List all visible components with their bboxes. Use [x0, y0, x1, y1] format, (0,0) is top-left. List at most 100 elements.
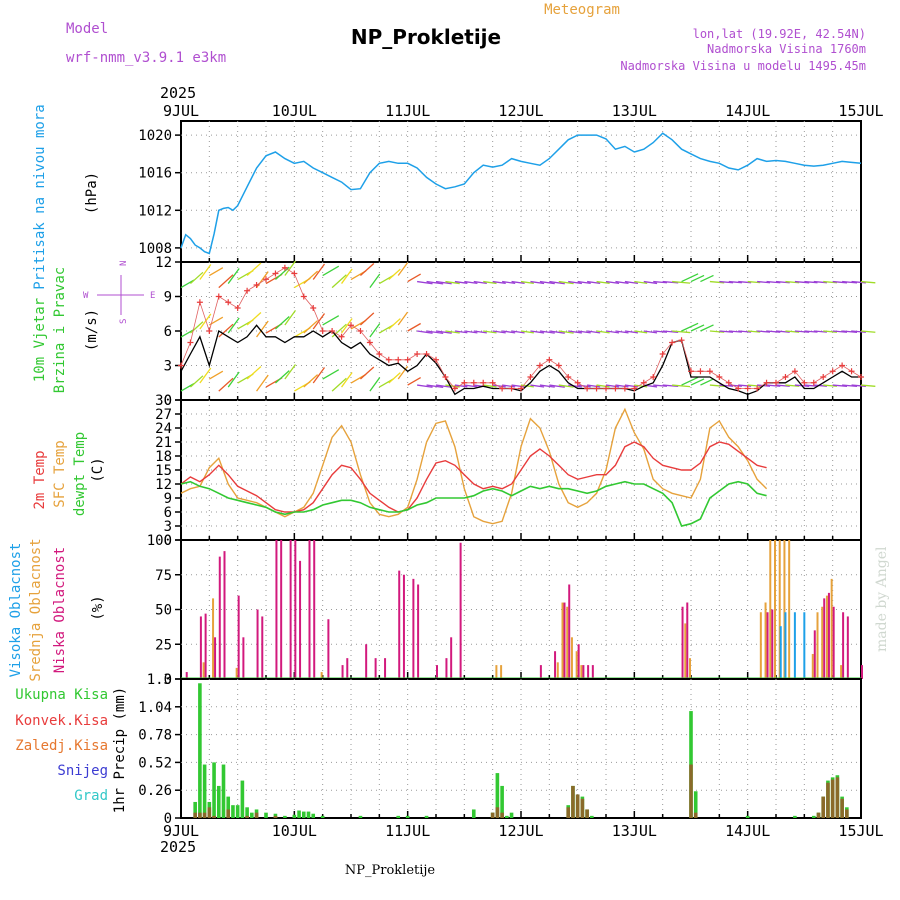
- y-tick-label: 12: [155, 477, 172, 493]
- y-tick-label: 27: [155, 407, 172, 423]
- precip-total-bar: [301, 811, 306, 818]
- wind-arrow: [605, 330, 620, 334]
- y-tick-label: 18: [155, 449, 172, 465]
- wind-arrow: [492, 384, 506, 388]
- wind-arrow: [747, 280, 761, 284]
- wind-gust-point: [754, 385, 761, 392]
- precip-convective-bar: [245, 815, 249, 818]
- precip-total-bar: [793, 815, 797, 818]
- wind-arrow: [445, 330, 460, 334]
- y-tick-label: 1008: [138, 241, 172, 257]
- wind-arrow: [823, 280, 838, 284]
- wind-panel: 0 3 6 9 12: [155, 255, 876, 409]
- y-tick-label: 0.78: [138, 728, 172, 744]
- pressure-ylabel: Pritisak na nivou mora: [32, 104, 48, 289]
- wind-gust-point: [725, 379, 732, 386]
- precip-label-snow: Snijeg: [57, 763, 108, 779]
- wind-gust-point: [763, 379, 770, 386]
- wind-arrow: [312, 367, 326, 384]
- wind-arrow: [672, 280, 691, 284]
- precip-convective-bar: [845, 809, 849, 818]
- wind-arrow: [728, 384, 742, 387]
- wind-arrow: [322, 265, 340, 277]
- precip-total-bar: [405, 815, 410, 818]
- wind-arrow: [690, 378, 705, 386]
- wind-arrow: [303, 270, 319, 285]
- wind-arrow: [605, 280, 620, 285]
- wind-gust-point: [489, 379, 496, 386]
- wind-arrow: [785, 384, 800, 387]
- wind-arrow: [747, 330, 761, 333]
- wind-arrow: [851, 384, 866, 387]
- wind-gust-point: [536, 362, 543, 369]
- wind-arrow: [615, 280, 629, 285]
- wind-gust-point: [395, 356, 402, 363]
- wind-arrow: [568, 384, 582, 388]
- wind-arrow: [426, 330, 444, 334]
- wind-arrow: [435, 330, 452, 334]
- precip-total-bar: [811, 815, 816, 818]
- cloud-ylabel-low: Niska Oblacnost: [52, 547, 68, 673]
- wind-arrow: [775, 330, 790, 333]
- y-tick-label: 15: [155, 463, 172, 479]
- wind-arrow: [435, 280, 452, 285]
- y-tick-label: 6: [164, 324, 172, 340]
- wind-gust-point: [357, 328, 364, 334]
- wind-arrow: [426, 384, 444, 389]
- wind-arrow: [492, 280, 506, 285]
- wind-arrow: [530, 330, 545, 334]
- wind-gust-point: [366, 339, 373, 346]
- wind-ylabel2: Brzina i Pravac: [52, 267, 68, 393]
- wind-gust-point: [225, 299, 232, 306]
- temp-ylabel-dewpt: dewpt Temp: [72, 432, 88, 516]
- wind-arrow: [672, 330, 691, 334]
- precip-total-bar: [231, 805, 235, 818]
- model-elevation-text: Nadmorska Visina u modelu 1495.45m: [620, 59, 866, 73]
- wind-arrow: [643, 280, 658, 285]
- wind-arrow: [209, 370, 224, 380]
- wind-arrow: [785, 280, 800, 284]
- wind-arrow: [417, 384, 433, 388]
- wind-arrow: [568, 280, 582, 285]
- wind-arrow: [284, 260, 296, 276]
- wind-gust-point: [631, 385, 638, 392]
- wind-arrow: [483, 330, 497, 334]
- wind-arrow: [662, 384, 679, 388]
- day-label-bottom: 10JUL: [272, 822, 317, 840]
- wind-gust-point: [281, 264, 288, 271]
- precip-convective-bar: [575, 794, 580, 818]
- y-tick-label: 1.3: [147, 672, 172, 688]
- day-label-top: 13JUL: [612, 102, 657, 120]
- wind-arrow: [388, 372, 401, 384]
- precip-convective-bar: [495, 807, 500, 818]
- wind-arrow: [322, 369, 340, 380]
- wind-gust-point: [178, 362, 184, 369]
- precip-convective-bar: [826, 782, 830, 818]
- wind-gust-point: [791, 368, 798, 375]
- day-label-bottom: 13JUL: [612, 822, 657, 840]
- wind-gust-point: [621, 385, 628, 392]
- wind-arrow: [218, 377, 234, 392]
- precip-convective-bar: [566, 807, 571, 818]
- precip-unit: 1hr Precip (mm): [112, 687, 128, 813]
- wind-gust-point: [291, 270, 298, 277]
- wind-arrow: [360, 262, 375, 276]
- wind-arrow: [246, 366, 262, 380]
- wind-arrow: [700, 324, 714, 332]
- wind-arrow: [766, 384, 781, 387]
- y-tick-label: 24: [155, 421, 172, 437]
- wind-gust-point: [839, 362, 846, 369]
- wind-arrow: [464, 384, 478, 388]
- wind-arrow: [284, 310, 296, 326]
- model-name: wrf-nmm_v3.9.1 e3km: [66, 50, 226, 66]
- wind-arrow: [719, 330, 734, 333]
- day-label-top: 9JUL: [163, 102, 199, 120]
- y-tick-label: 1.04: [138, 700, 172, 716]
- wind-arrow: [275, 316, 290, 330]
- wind-arrow: [454, 384, 468, 388]
- wind-arrow: [681, 322, 699, 332]
- wind-arrow: [426, 280, 444, 285]
- wind-arrow: [577, 384, 591, 388]
- wind-arrow: [341, 268, 353, 284]
- wind-arrow: [483, 280, 497, 285]
